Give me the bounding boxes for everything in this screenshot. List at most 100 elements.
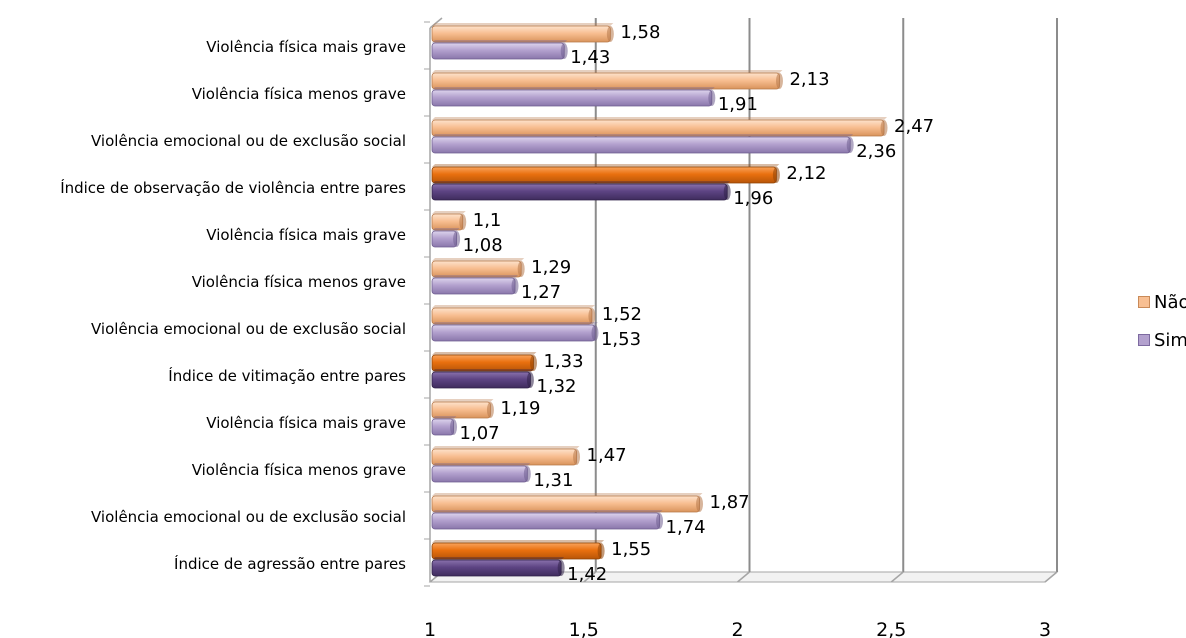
value-label-nao: 1,55 (611, 539, 651, 560)
bar-sim (431, 371, 531, 389)
value-label-sim: 1,42 (567, 564, 607, 585)
value-label-sim: 2,36 (856, 141, 896, 162)
bar-nao-cap (486, 402, 494, 418)
bar-sim-cap (656, 513, 664, 529)
legend-swatch-sim (1138, 334, 1150, 346)
bar-nao (431, 119, 885, 137)
bar-nao-top (432, 117, 888, 120)
value-label-sim: 1,32 (536, 376, 576, 397)
bar-nao-top (432, 164, 780, 167)
bar-nao (431, 213, 464, 231)
value-label-sim: 1,31 (533, 470, 573, 491)
bar-nao-cap (588, 308, 596, 324)
bar-sim-top (432, 369, 534, 372)
category-label: Violência física mais grave (206, 414, 406, 432)
bar-nao-cap (529, 355, 537, 371)
category-label: Violência física menos grave (192, 273, 406, 291)
category-label: Violência emocional ou de exclusão socia… (91, 132, 406, 150)
value-label-sim: 1,53 (601, 329, 641, 350)
value-label-sim: 1,08 (463, 235, 503, 256)
bar-nao-top (432, 70, 783, 73)
value-label-nao: 1,19 (500, 398, 540, 419)
bar-nao (431, 307, 593, 325)
bar-nao (431, 72, 780, 90)
bar-sim-cap (526, 372, 534, 388)
bar-nao-cap (573, 449, 581, 465)
bar-sim-top (432, 416, 457, 419)
bar-nao-top (432, 305, 595, 308)
bar-sim-top (432, 181, 731, 184)
bar-sim-cap (723, 184, 731, 200)
x-tick-label: 2 (731, 619, 743, 638)
bar-nao-cap (517, 261, 525, 277)
bar-nao-top (432, 399, 494, 402)
bar-sim (431, 89, 713, 107)
bar-sim (431, 465, 528, 483)
bar-sim (431, 136, 851, 154)
bar-sim-cap (523, 466, 531, 482)
value-label-nao: 2,12 (786, 163, 826, 184)
category-label: Violência física menos grave (192, 461, 406, 479)
legend: Não Sim (1138, 290, 1186, 366)
bar-nao-cap (597, 543, 605, 559)
bar-sim (431, 512, 660, 530)
y-axis-depth-line (429, 17, 443, 29)
x-tick-label: 1 (424, 619, 436, 638)
value-label-sim: 1,07 (460, 423, 500, 444)
value-label-nao: 1,29 (531, 257, 571, 278)
bar-nao (431, 260, 522, 278)
bar-nao (431, 354, 534, 372)
bar-sim (431, 559, 562, 577)
value-label-sim: 1,27 (521, 282, 561, 303)
bar-nao (431, 25, 611, 43)
category-label: Violência emocional ou de exclusão socia… (91, 508, 406, 526)
value-label-nao: 1,1 (473, 210, 502, 231)
category-label: Violência física mais grave (206, 38, 406, 56)
value-label-nao: 2,47 (894, 116, 934, 137)
bar-sim-top (432, 557, 565, 560)
category-label: Índice de vitimação entre pares (168, 366, 406, 385)
bar-sim-top (432, 87, 715, 90)
value-label-sim: 1,43 (570, 47, 610, 68)
bar-sim (431, 324, 596, 342)
bar-nao-cap (880, 120, 888, 136)
bar-sim-top (432, 134, 854, 137)
value-label-sim: 1,91 (718, 94, 758, 115)
bar-sim (431, 183, 728, 201)
legend-label-nao: Não (1154, 291, 1186, 313)
bar-nao-top (432, 493, 703, 496)
bar-nao-cap (606, 26, 614, 42)
legend-label-sim: Sim (1154, 329, 1186, 351)
gridline-floor (737, 571, 750, 583)
bar-nao-cap (459, 214, 467, 230)
category-label: Violência física menos grave (192, 85, 406, 103)
bar-sim-top (432, 463, 531, 466)
value-label-nao: 1,58 (620, 22, 660, 43)
legend-item-nao: Não (1138, 290, 1186, 314)
value-label-nao: 1,87 (710, 492, 750, 513)
bar-sim-top (432, 40, 568, 43)
value-label-sim: 1,74 (666, 517, 706, 538)
bar-sim-top (432, 228, 460, 231)
bar-sim-cap (453, 231, 461, 247)
bar-nao (431, 495, 700, 513)
value-label-nao: 2,13 (789, 69, 829, 90)
bar-nao-top (432, 352, 537, 355)
x-tick-label: 2,5 (876, 619, 906, 638)
bar-nao-top (432, 446, 580, 449)
bar-sim-top (432, 275, 519, 278)
bar-sim-cap (591, 325, 599, 341)
gridline-floor (583, 571, 597, 583)
bar-sim-cap (560, 43, 568, 59)
x-tick-label: 3 (1039, 619, 1051, 638)
bar-nao-top (432, 258, 525, 261)
value-label-nao: 1,33 (543, 351, 583, 372)
category-label: Violência emocional ou de exclusão socia… (91, 320, 406, 338)
bar-nao-cap (772, 167, 780, 183)
bar-sim-cap (557, 560, 565, 576)
gridline-floor (1044, 571, 1058, 583)
bar-sim (431, 277, 516, 295)
bar-nao (431, 448, 577, 466)
bar-nao-cap (696, 496, 704, 512)
